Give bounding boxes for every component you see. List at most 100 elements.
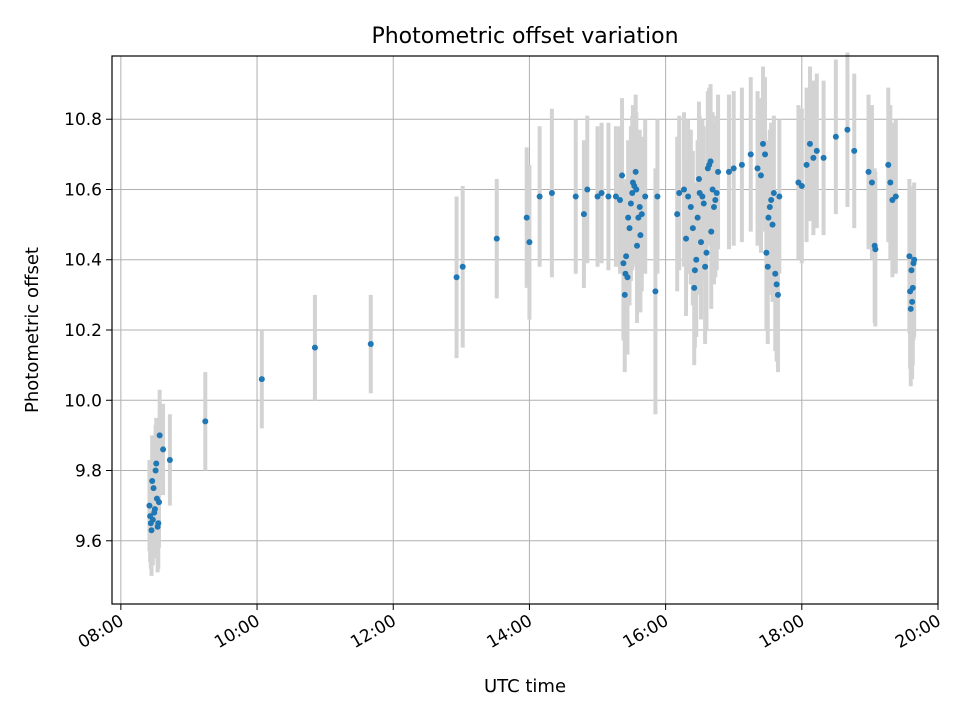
data-point: [832, 133, 839, 140]
data-point: [806, 140, 813, 147]
data-point: [620, 260, 627, 267]
data-point: [594, 193, 601, 200]
data-point: [367, 341, 374, 348]
y-tick-label: 9.6: [75, 532, 102, 552]
data-point: [459, 263, 466, 270]
data-point: [536, 193, 543, 200]
chart-title: Photometric offset variation: [371, 24, 678, 49]
data-point: [851, 147, 858, 154]
data-point: [774, 291, 781, 298]
data-point: [738, 161, 745, 168]
data-point: [152, 467, 159, 474]
data-point: [687, 204, 694, 211]
data-point: [872, 246, 879, 253]
data-point: [584, 186, 591, 193]
data-point: [700, 200, 707, 207]
data-point: [703, 249, 710, 256]
data-point: [762, 151, 769, 158]
data-point: [636, 204, 643, 211]
data-point: [627, 200, 634, 207]
y-tick-label: 9.8: [75, 462, 102, 482]
data-point: [693, 256, 700, 263]
data-point: [493, 235, 500, 242]
data-point: [709, 186, 716, 193]
data-point: [146, 502, 153, 509]
data-point: [149, 516, 156, 523]
data-point: [685, 193, 692, 200]
data-point: [766, 204, 773, 211]
data-point: [772, 270, 779, 277]
data-point: [695, 175, 702, 182]
data-point: [702, 263, 709, 270]
data-point: [764, 263, 771, 270]
data-point: [624, 274, 631, 281]
data-point: [765, 214, 772, 221]
data-point: [149, 478, 156, 485]
data-point: [730, 165, 737, 172]
data-point: [725, 168, 732, 175]
data-point: [634, 242, 641, 249]
data-point: [526, 239, 533, 246]
data-point: [770, 190, 777, 196]
data-point: [759, 140, 766, 147]
data-point: [156, 432, 163, 439]
data-point: [708, 228, 715, 235]
data-point: [580, 211, 587, 218]
data-point: [710, 204, 717, 211]
data-point: [820, 154, 827, 161]
data-point: [155, 520, 162, 527]
y-tick-label: 10.8: [64, 110, 102, 130]
data-point: [605, 193, 612, 200]
data-point: [202, 418, 209, 425]
data-points: [146, 126, 918, 534]
data-point: [625, 214, 632, 221]
data-point: [691, 284, 698, 291]
y-tick-label: 10.6: [64, 180, 102, 200]
data-point: [713, 190, 720, 196]
data-point: [909, 298, 916, 305]
data-point: [698, 239, 705, 246]
data-point: [683, 235, 690, 242]
data-point: [691, 267, 698, 274]
data-point: [810, 154, 817, 161]
data-point: [674, 211, 681, 218]
data-point: [642, 193, 649, 200]
data-point: [155, 499, 162, 506]
data-point: [621, 291, 628, 298]
y-axis-ticks: 9.6 9.8 10.0 10.2 10.4 10.6 10.8: [64, 110, 112, 552]
data-point: [258, 376, 265, 383]
data-point: [160, 446, 167, 453]
data-point: [773, 281, 780, 288]
data-point: [865, 168, 872, 175]
data-point: [906, 253, 913, 260]
data-point: [798, 182, 805, 189]
data-point: [523, 214, 530, 221]
data-point: [694, 214, 701, 221]
data-point: [548, 190, 555, 196]
data-point: [769, 221, 776, 228]
data-point: [763, 249, 770, 256]
data-point: [868, 179, 875, 186]
data-point: [652, 288, 659, 295]
data-point: [150, 485, 157, 492]
data-point: [629, 190, 636, 196]
data-point: [803, 161, 810, 168]
data-point: [148, 527, 155, 534]
data-point: [707, 158, 714, 165]
data-point: [712, 197, 719, 204]
data-point: [681, 186, 688, 193]
data-point: [637, 232, 644, 239]
data-point: [619, 172, 626, 179]
data-point: [453, 274, 460, 281]
data-point: [166, 456, 173, 463]
data-point: [632, 168, 639, 175]
grid: [112, 56, 939, 604]
data-point: [676, 190, 683, 196]
data-point: [598, 190, 605, 196]
data-point: [699, 193, 706, 200]
y-tick-label: 10.2: [64, 321, 102, 341]
data-point: [633, 186, 640, 193]
data-point: [153, 460, 160, 467]
data-point: [747, 151, 754, 158]
